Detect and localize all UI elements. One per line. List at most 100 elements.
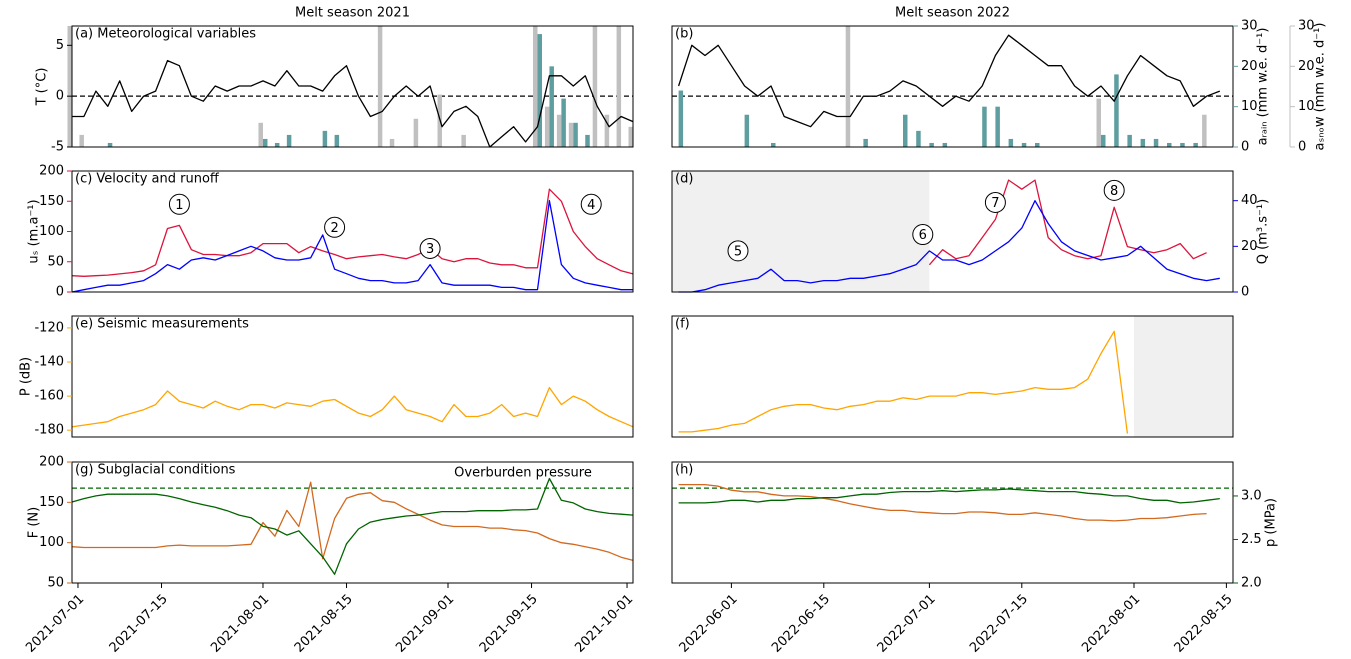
bar <box>377 26 383 147</box>
y-tick-label: 200 <box>39 164 64 179</box>
data-line <box>678 200 1220 293</box>
data-line <box>71 188 634 277</box>
bar <box>995 106 1000 147</box>
bar <box>556 114 562 147</box>
bar <box>389 138 395 147</box>
bar <box>678 90 684 147</box>
panel-frame <box>671 315 1234 438</box>
bar <box>982 106 987 147</box>
bar <box>568 122 574 147</box>
y-tick-label: 50 <box>47 254 64 269</box>
panel-title: (d) <box>675 172 693 187</box>
axis-label: P (dB) <box>19 357 34 396</box>
annotation-label: 5 <box>734 244 742 259</box>
y-tick-label: 100 <box>39 535 64 550</box>
panel-frame <box>671 170 1234 293</box>
bar <box>1167 142 1172 147</box>
bar <box>461 134 466 147</box>
panel-title: (a) Meteorological variables <box>75 27 256 42</box>
annotation-circle <box>912 224 934 246</box>
axis-label: aᵣₐᵢₙ (mm w.e. d⁻¹) <box>1256 28 1271 146</box>
bar <box>845 26 851 147</box>
panel-frame <box>671 461 1234 584</box>
y-tick-label: -180 <box>34 423 64 438</box>
bar <box>1021 142 1027 147</box>
bar <box>604 114 610 147</box>
x-tick-label: 2022-07-01 <box>875 592 939 656</box>
axis-label: uₛ (m.a⁻¹) <box>27 199 42 263</box>
y-tick-label: 10 <box>1241 99 1258 114</box>
bar <box>544 106 550 147</box>
axis-label: Q (m³.s⁻¹) <box>1256 199 1271 264</box>
bar <box>561 98 566 147</box>
panel-frame <box>71 315 634 438</box>
y-tick-label: 30 <box>1298 19 1315 34</box>
annotation-label: 7 <box>991 196 999 211</box>
y-tick-label: 150 <box>39 495 64 510</box>
bar <box>537 34 543 147</box>
y-tick-label: 50 <box>47 576 64 591</box>
bar <box>262 138 268 147</box>
bar <box>107 142 113 147</box>
x-tick-label: 2022-07-15 <box>967 592 1031 656</box>
y-tick-label: 150 <box>39 194 64 209</box>
annotation-label: 6 <box>919 228 927 243</box>
bar <box>573 122 578 147</box>
annotation-circle <box>324 216 346 238</box>
bar <box>334 134 340 147</box>
bar <box>1153 138 1159 147</box>
bar <box>744 114 750 147</box>
bar <box>903 114 908 147</box>
bar <box>1140 138 1146 147</box>
annotation-circle <box>580 193 602 215</box>
panel-title: (e) Seismic measurements <box>75 317 249 332</box>
data-line <box>72 59 634 148</box>
y-tick-label: 20 <box>1241 59 1258 74</box>
bar <box>942 142 948 147</box>
panel-frame <box>71 25 634 148</box>
data-line <box>71 481 634 562</box>
x-tick-label: 2021-09-15 <box>477 592 541 656</box>
bar <box>274 142 280 147</box>
x-tick-label: 2021-07-01 <box>23 592 87 656</box>
annotation-label: 4 <box>587 198 595 213</box>
annotation-label: 3 <box>426 242 434 257</box>
axis-label: p (MPa) <box>1264 498 1279 547</box>
panel-title: (b) <box>675 27 693 42</box>
data-line <box>928 179 1207 266</box>
annotation-circle <box>984 191 1006 213</box>
bar <box>1180 142 1185 147</box>
panel-frame <box>671 25 1234 148</box>
annotation-circle <box>727 240 749 262</box>
shaded-period <box>1134 316 1233 437</box>
y-tick-label: 40 <box>1241 193 1258 208</box>
bar <box>585 134 590 147</box>
bar <box>79 134 84 147</box>
bar <box>929 142 934 147</box>
bar <box>533 26 538 147</box>
y-tick-label: 20 <box>1298 59 1315 74</box>
annotation-circle <box>1103 179 1125 201</box>
bar <box>286 134 292 147</box>
annotation-label: 2 <box>330 221 338 236</box>
data-line <box>71 386 634 428</box>
x-tick-label: 2021-08-01 <box>208 592 272 656</box>
panel-title: (f) <box>675 317 690 332</box>
bar <box>413 118 419 147</box>
x-tick-label: 2022-08-15 <box>1172 592 1236 656</box>
bar <box>1114 74 1119 147</box>
column-header: Melt season 2022 <box>895 6 1010 21</box>
x-tick-label: 2021-08-15 <box>292 592 356 656</box>
bar <box>258 122 263 147</box>
bar <box>67 26 72 147</box>
bar <box>592 26 598 147</box>
column-header: Melt season 2021 <box>295 6 410 21</box>
data-line <box>71 200 633 293</box>
axis-label: F (N) <box>27 507 42 538</box>
y-tick-label: -120 <box>34 320 64 335</box>
y-tick-label: 0 <box>1241 140 1249 155</box>
bar <box>1193 142 1198 147</box>
y-tick-label: 100 <box>39 224 64 239</box>
reference-label: Overburden pressure <box>454 466 592 481</box>
